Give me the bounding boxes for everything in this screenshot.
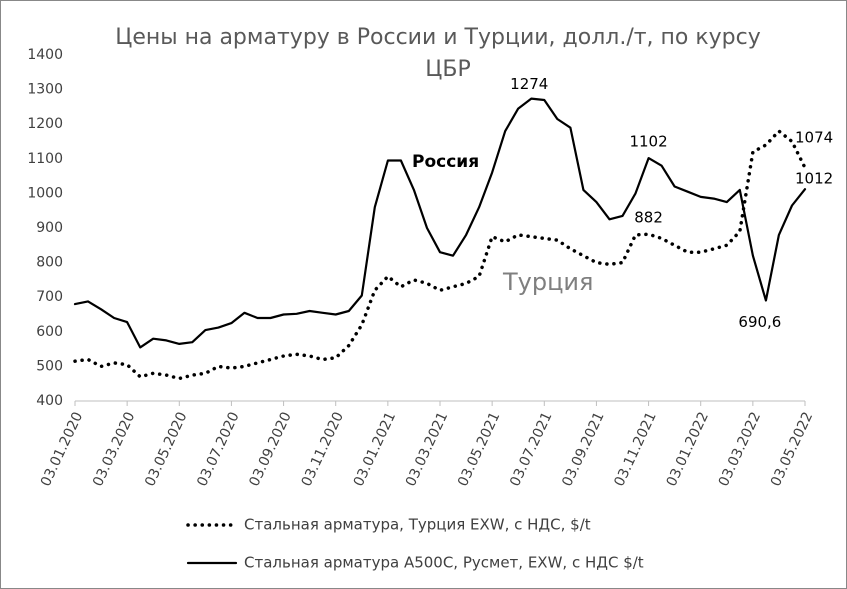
data-label: 1012 bbox=[795, 170, 833, 188]
data-label: 882 bbox=[634, 209, 663, 227]
annotation: Турция bbox=[502, 268, 593, 296]
series-line bbox=[73, 97, 807, 349]
y-tick-label: 900 bbox=[36, 220, 63, 236]
y-tick-label: 700 bbox=[36, 289, 63, 305]
y-tick-label: 1000 bbox=[27, 185, 63, 201]
data-label: 1074 bbox=[795, 128, 833, 146]
y-tick-label: 1100 bbox=[27, 151, 63, 167]
data-label: 1102 bbox=[629, 133, 667, 151]
y-tick-label: 500 bbox=[36, 358, 63, 374]
data-label: 690,6 bbox=[738, 313, 781, 331]
data-label: 1274 bbox=[510, 75, 548, 93]
y-tick-label: 1400 bbox=[27, 47, 63, 63]
legend-label: Стальная арматура А500С, Русмет, EXW, с … bbox=[244, 554, 644, 572]
y-tick-label: 1200 bbox=[27, 116, 63, 132]
legend-label: Стальная арматура, Турция EXW, с НДС, $/… bbox=[244, 516, 591, 534]
y-tick-label: 800 bbox=[36, 255, 63, 271]
chart-title: ЦБР bbox=[425, 57, 470, 82]
y-tick-label: 600 bbox=[36, 324, 63, 340]
series-line bbox=[73, 129, 807, 381]
y-tick-label: 1300 bbox=[27, 82, 63, 98]
chart-title: Цены на арматуру в России и Турции, долл… bbox=[115, 25, 761, 50]
y-tick-label: 400 bbox=[36, 393, 63, 409]
annotation: Россия bbox=[412, 152, 479, 172]
